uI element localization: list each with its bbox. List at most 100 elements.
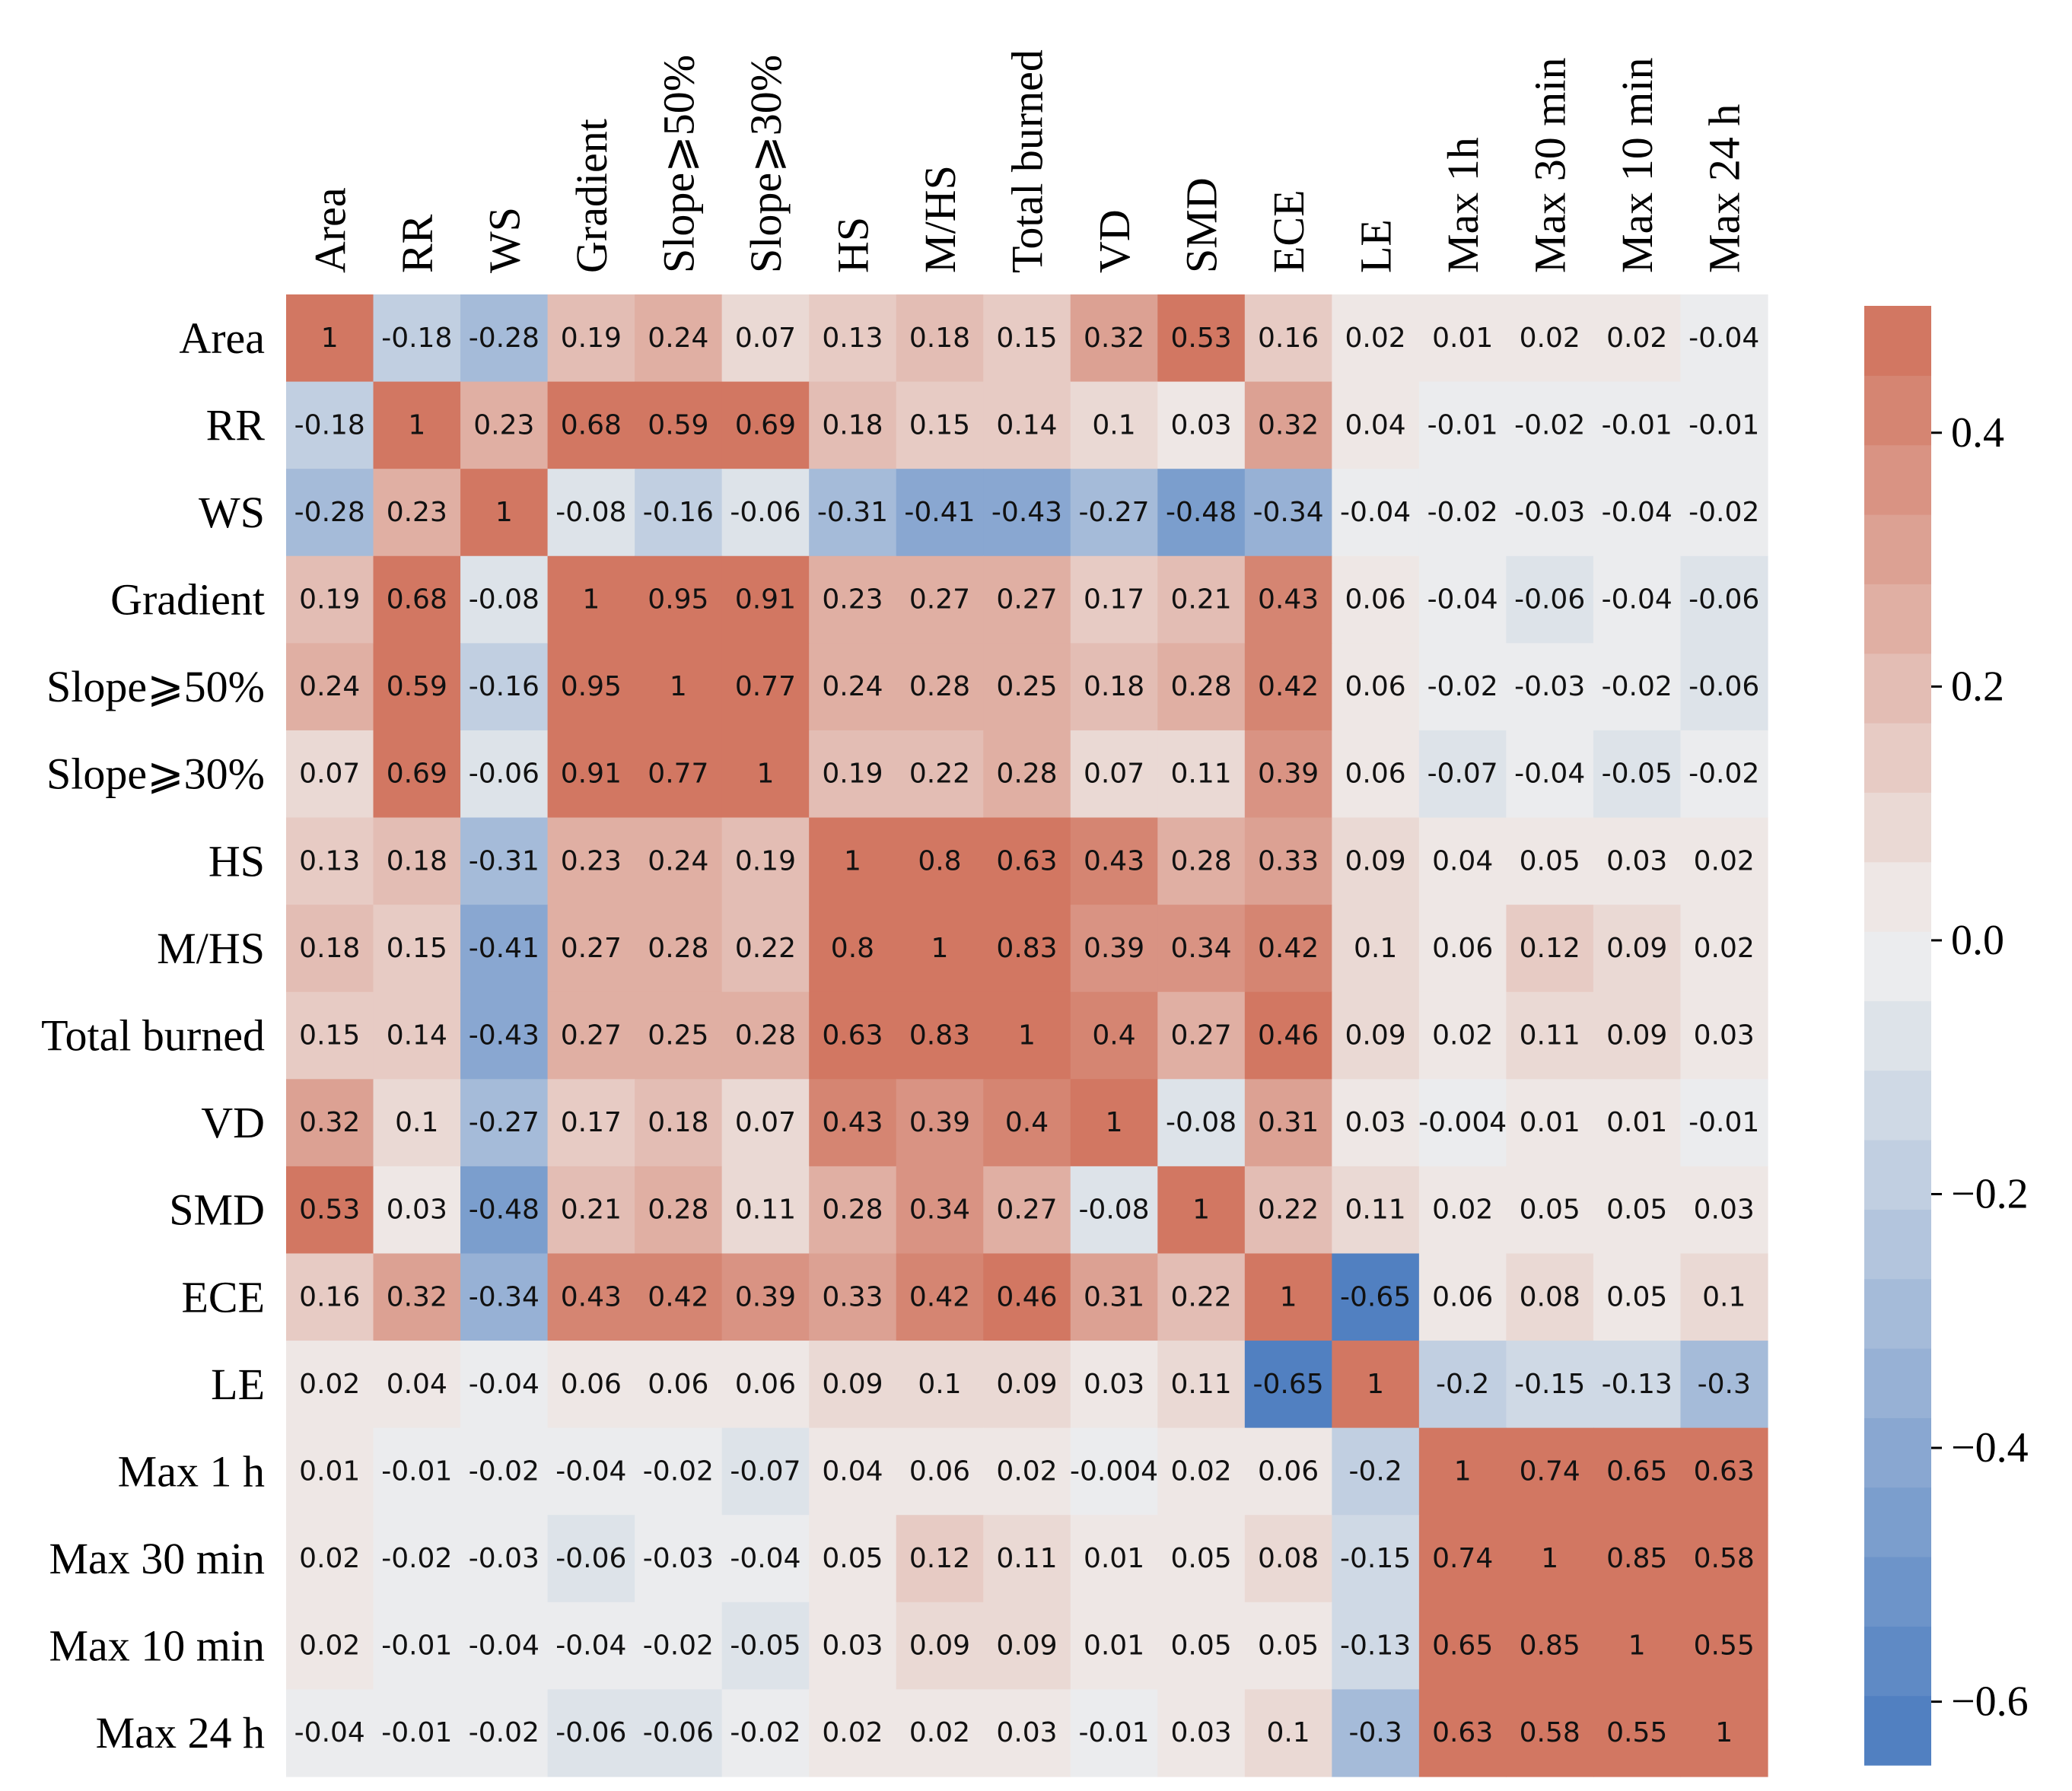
cell-value-label: -0.41 xyxy=(904,497,975,528)
column-label: Gradient xyxy=(567,119,616,273)
heatmap-cell xyxy=(1593,555,1682,644)
heatmap-cell xyxy=(1157,1515,1246,1603)
cell-value-label: -0.03 xyxy=(643,1543,714,1574)
heatmap-cell xyxy=(983,1602,1071,1691)
heatmap-cell xyxy=(809,1427,897,1516)
heatmap-cell xyxy=(721,1602,810,1691)
heatmap-cell xyxy=(1680,294,1768,383)
column-label: RR xyxy=(393,214,442,273)
cell-value-label: -0.01 xyxy=(1688,1107,1759,1138)
cell-value-label: 0.91 xyxy=(561,759,622,790)
row-label: M/HS xyxy=(157,924,265,973)
cell-value-label: 0.8 xyxy=(918,845,961,876)
cell-value-label: -0.15 xyxy=(1514,1369,1585,1400)
cell-value-label: 0.39 xyxy=(735,1281,796,1312)
heatmap-cell xyxy=(373,1166,461,1255)
cell-value-label: 0.09 xyxy=(909,1630,970,1662)
heatmap-cell xyxy=(1157,991,1246,1080)
cell-value-label: 0.07 xyxy=(299,759,360,790)
heatmap-cell xyxy=(1070,1689,1158,1777)
heatmap-cell xyxy=(460,991,549,1080)
cell-value-label: 0.22 xyxy=(735,933,796,964)
cell-value-label: -0.07 xyxy=(1427,759,1498,790)
cell-value-label: 0.58 xyxy=(1694,1543,1755,1574)
cell-value-label: 0.03 xyxy=(1694,1020,1755,1051)
colorbar-segment xyxy=(1864,514,1931,584)
heatmap-cell xyxy=(983,1427,1071,1516)
heatmap-cell xyxy=(1506,1079,1594,1167)
heatmap-cell xyxy=(373,381,461,469)
cell-value-label: 0.13 xyxy=(822,323,883,354)
heatmap-cell xyxy=(635,381,723,469)
cell-value-label: 0.24 xyxy=(648,323,708,354)
heatmap-cell xyxy=(286,730,374,819)
heatmap-cell xyxy=(1418,817,1507,905)
row-label: WS xyxy=(199,488,265,537)
cell-value-label: 0.04 xyxy=(387,1369,447,1400)
cell-value-label: 0.02 xyxy=(1170,1455,1231,1487)
heatmap-cell xyxy=(547,381,635,469)
cell-value-label: 0.83 xyxy=(909,1020,970,1051)
heatmap-cell xyxy=(896,1253,984,1341)
cell-value-label: 0.01 xyxy=(1606,1107,1667,1138)
heatmap-cell xyxy=(1157,294,1246,383)
heatmap-cell xyxy=(1506,1166,1594,1255)
heatmap-cell xyxy=(286,294,374,383)
cell-value-label: -0.43 xyxy=(991,497,1062,528)
cell-value-label: 0.42 xyxy=(909,1281,970,1312)
cell-value-label: 0.23 xyxy=(387,497,447,528)
heatmap-cell xyxy=(896,1602,984,1691)
colorbar-segment xyxy=(1864,1278,1931,1349)
heatmap-cell xyxy=(1506,991,1594,1080)
heatmap-cell xyxy=(1506,643,1594,731)
cell-value-label: 0.33 xyxy=(822,1281,883,1312)
cell-value-label: 0.09 xyxy=(1606,1020,1667,1051)
cell-value-label: 0.05 xyxy=(1170,1543,1231,1574)
cell-value-label: 0.18 xyxy=(1084,671,1144,702)
heatmap-cell xyxy=(373,1602,461,1691)
cell-value-label: 0.1 xyxy=(395,1107,438,1138)
colorbar-segment xyxy=(1864,931,1931,1001)
heatmap-cell xyxy=(1332,1602,1420,1691)
cell-value-label: 0.65 xyxy=(1606,1455,1667,1487)
heatmap-cell xyxy=(1157,730,1246,819)
heatmap-cell xyxy=(1418,294,1507,383)
heatmap-cell xyxy=(896,991,984,1080)
heatmap-cell xyxy=(983,643,1071,731)
heatmap-cell xyxy=(1680,1079,1768,1167)
heatmap-cell xyxy=(460,1166,549,1255)
heatmap-cell xyxy=(1244,1079,1332,1167)
heatmap-cell xyxy=(809,1079,897,1167)
cell-value-label: 0.09 xyxy=(996,1369,1057,1400)
cell-value-label: 0.06 xyxy=(1432,933,1493,964)
heatmap-cell xyxy=(809,294,897,383)
heatmap-cell xyxy=(1070,905,1158,993)
heatmap-cell xyxy=(721,817,810,905)
column-label: SMD xyxy=(1177,177,1227,273)
cell-value-label: 0.14 xyxy=(996,409,1057,441)
heatmap-cell xyxy=(460,1427,549,1516)
cell-value-label: -0.48 xyxy=(469,1195,539,1226)
heatmap-cell xyxy=(1680,555,1768,644)
cell-value-label: 0.06 xyxy=(735,1369,796,1400)
heatmap-cell xyxy=(286,817,374,905)
heatmap-cell xyxy=(1157,1253,1246,1341)
heatmap-cell xyxy=(1418,905,1507,993)
cell-value-label: 0.27 xyxy=(996,1195,1057,1226)
cell-value-label: 0.25 xyxy=(648,1020,708,1051)
cell-value-label: 0.42 xyxy=(648,1281,708,1312)
heatmap-cell xyxy=(1506,905,1594,993)
cell-value-label: 0.17 xyxy=(1084,584,1144,616)
heatmap-cell xyxy=(1418,555,1507,644)
cell-value-label: -0.03 xyxy=(469,1543,539,1574)
heatmap-cell xyxy=(1418,991,1507,1080)
colorbar-tick-label: −0.6 xyxy=(1951,1678,2029,1726)
cell-value-label: -0.04 xyxy=(1602,497,1673,528)
heatmap-cell xyxy=(1157,1079,1246,1167)
heatmap-cell xyxy=(1157,1341,1246,1429)
colorbar: 0.4 0.2 0.0 −0.2 −0.4 −0.6 xyxy=(1864,306,2029,1766)
cell-value-label: 0.06 xyxy=(561,1369,622,1400)
cell-value-label: 1 xyxy=(1541,1543,1558,1574)
row-label: SMD xyxy=(169,1185,265,1235)
